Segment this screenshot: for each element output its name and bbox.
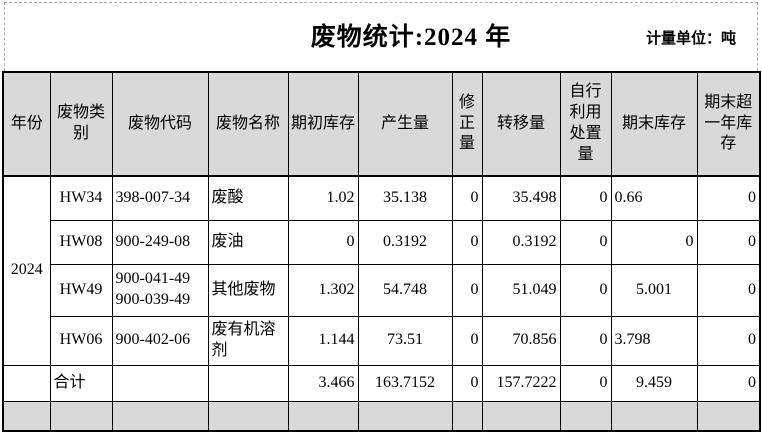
col-header-name: 废物名称 [207,71,289,177]
cell-end-inventory: 3.798 [610,315,698,366]
cell-self-disposed: 0 [559,315,612,366]
year-cell: 2024 [2,175,51,366]
cell-transferred: 70.856 [481,315,561,366]
cell-year-empty [2,364,51,402]
cell-transferred: 0.3192 [481,219,561,265]
cell-end-inventory: 0 [610,219,698,265]
cell-generated: 35.138 [357,175,453,221]
cell-code: 398-007-34 [111,175,209,221]
col-header-generated: 产生量 [357,71,453,177]
col-header-begin-inventory: 期初库存 [287,71,359,177]
cell-transferred: 51.049 [481,263,561,317]
cell-generated: 54.748 [357,263,453,317]
waste-stats-table: 年份 废物类别 废物代码 废物名称 期初库存 产生量 修正量 转移量 自行利用处… [2,71,761,432]
cell-corrected: 0 [451,175,483,221]
cell-generated: 0.3192 [357,219,453,265]
cell-self-disposed: 0 [559,175,612,221]
unit-label: 计量单位：吨 [645,31,736,47]
table-row: HW49 900-041-49 900-039-49 其他废物 1.302 54… [3,263,761,317]
cell-corrected: 0 [451,219,483,265]
total-end-inventory: 9.459 [610,364,698,402]
next-header-row-cutoff [2,400,761,431]
cell-begin-inventory: 1.302 [287,263,359,317]
cell-corrected: 0 [451,315,483,366]
cell-end-over-one-year: 0 [696,263,761,317]
cell-code-empty [111,364,209,402]
table-row: HW08 900-249-08 废油 0 0.3192 0 0.3192 0 0… [3,219,761,265]
col-header-end-inventory: 期末库存 [610,71,698,177]
col-header-code: 废物代码 [111,71,209,177]
cell-begin-inventory: 0 [287,219,359,265]
cell-transferred: 35.498 [481,175,561,221]
cell-self-disposed: 0 [559,263,612,317]
cell-code: 900-402-06 [111,315,209,366]
col-header-year: 年份 [2,71,51,177]
col-header-end-over-one-year: 期末超一年库存 [696,71,761,177]
cell-self-disposed: 0 [559,219,612,265]
col-header-corrected: 修正量 [451,71,483,177]
cell-name: 废油 [207,219,289,265]
cell-end-inventory: 0.66 [610,175,698,221]
total-end-over-one-year: 0 [696,364,761,402]
header-row: 年份 废物类别 废物代码 废物名称 期初库存 产生量 修正量 转移量 自行利用处… [2,71,761,177]
cell-category: HW08 [49,219,113,265]
cell-name: 废有机溶剂 [207,315,289,366]
total-label: 合计 [49,364,113,402]
page-title: 废物统计:2024 年 [310,24,512,51]
col-header-self-disposed: 自行利用处置量 [559,71,612,177]
col-header-category: 废物类别 [49,71,113,177]
cell-category: HW06 [49,315,113,366]
total-row: 合计 3.466 163.7152 0 157.7222 0 9.459 0 [2,364,761,402]
cell-name: 其他废物 [207,263,289,317]
total-begin-inventory: 3.466 [287,364,359,402]
total-self-disposed: 0 [559,364,612,402]
table-row: HW06 900-402-06 废有机溶剂 1.144 73.51 0 70.8… [3,315,761,366]
total-transferred: 157.7222 [481,364,561,402]
cell-code: 900-249-08 [111,219,209,265]
cell-name: 废酸 [207,175,289,221]
cell-category: HW34 [49,175,113,221]
cell-corrected: 0 [451,263,483,317]
total-generated: 163.7152 [357,364,453,402]
cell-end-over-one-year: 0 [696,315,761,366]
total-corrected: 0 [451,364,483,402]
table-row: 2024 HW34 398-007-34 废酸 1.02 35.138 0 35… [2,175,761,366]
cell-name-empty [207,364,289,402]
col-header-transferred: 转移量 [481,71,561,177]
cell-end-inventory: 5.001 [610,263,698,317]
cell-end-over-one-year: 0 [696,219,761,265]
cell-code: 900-041-49 900-039-49 [111,263,209,317]
cell-begin-inventory: 1.02 [287,175,359,221]
print-page-dashed-border [4,2,758,71]
cell-category: HW49 [49,263,113,317]
cell-begin-inventory: 1.144 [287,315,359,366]
cell-end-over-one-year: 0 [696,175,761,221]
cell-generated: 73.51 [357,315,453,366]
